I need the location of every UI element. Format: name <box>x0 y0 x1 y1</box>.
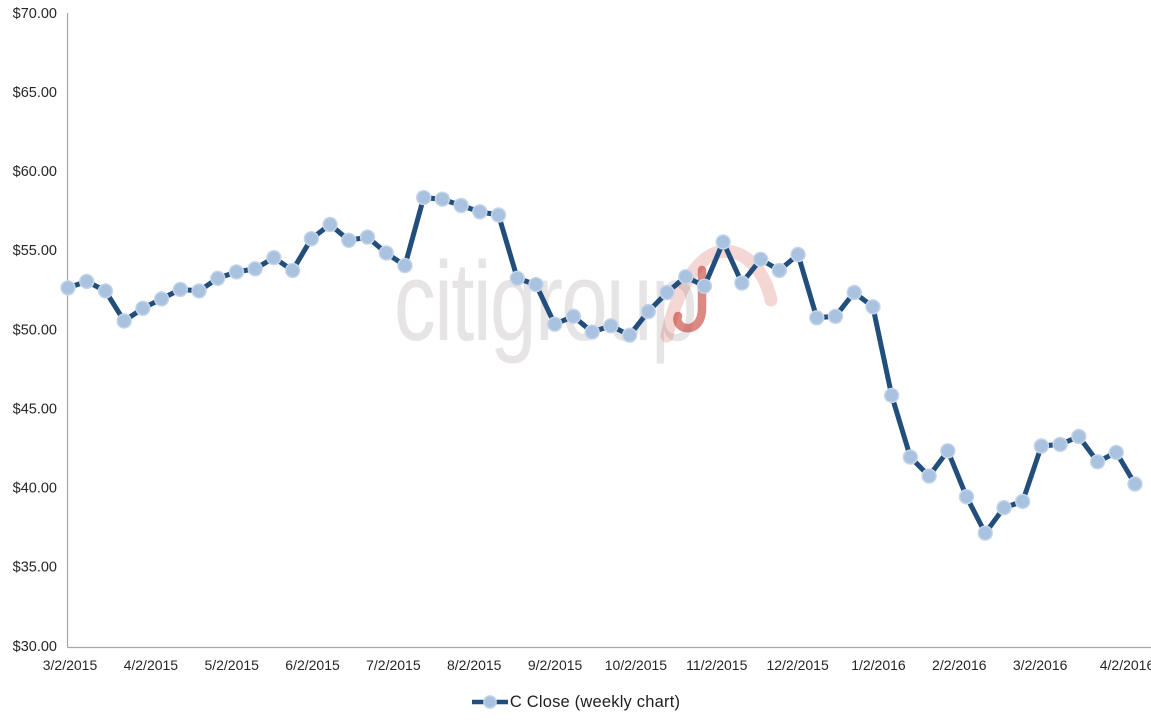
data-point-marker <box>60 280 76 296</box>
y-tick-label: $30.00 <box>13 639 57 655</box>
y-tick-label: $50.00 <box>13 322 57 338</box>
data-point-marker <box>509 270 525 286</box>
data-point-marker <box>827 308 844 324</box>
x-tick-label: 11/2/2015 <box>686 657 747 673</box>
data-point-marker <box>603 318 619 334</box>
data-point-marker <box>322 216 338 233</box>
x-tick-label: 7/2/2015 <box>366 657 421 673</box>
x-tick-label: 3/2/2015 <box>43 657 98 673</box>
data-point-marker <box>678 269 694 285</box>
data-point-marker <box>921 468 937 484</box>
y-tick-label: $60.00 <box>13 164 57 180</box>
data-point-marker <box>191 283 207 299</box>
data-point-marker <box>771 262 788 279</box>
y-tick-label: $40.00 <box>13 481 57 497</box>
y-tick-label: $70.00 <box>13 6 57 22</box>
data-point-marker <box>172 281 189 298</box>
data-point-marker <box>1127 476 1143 492</box>
data-point-marker <box>1108 444 1124 461</box>
data-point-marker <box>659 284 675 301</box>
data-point-marker <box>415 189 432 206</box>
data-point-marker <box>640 303 656 320</box>
data-point-marker <box>752 251 769 267</box>
data-point-marker <box>977 525 993 541</box>
data-point-marker <box>528 276 544 293</box>
data-point-marker <box>341 232 357 249</box>
data-point-marker <box>472 204 488 220</box>
x-tick-label: 9/2/2015 <box>528 657 583 673</box>
x-tick-label: 4/2/2015 <box>124 657 179 673</box>
data-point-marker <box>996 500 1012 516</box>
data-point-marker <box>584 324 600 340</box>
y-tick-label: $55.00 <box>13 243 57 259</box>
x-tick-label: 2/2/2016 <box>932 657 987 673</box>
x-tick-label: 1/2/2016 <box>851 657 906 673</box>
data-point-marker <box>97 283 114 299</box>
x-tick-label: 12/2/2015 <box>766 657 828 673</box>
x-tick-label: 10/2/2015 <box>605 657 667 673</box>
data-point-marker <box>135 300 151 316</box>
data-point-marker <box>809 310 825 326</box>
legend-line-marker-icon <box>471 695 508 709</box>
x-tick-label: 5/2/2015 <box>204 657 259 673</box>
data-point-marker <box>490 207 507 223</box>
x-tick-label: 6/2/2015 <box>285 657 340 673</box>
data-point-marker <box>790 246 806 263</box>
data-point-marker <box>1014 493 1031 510</box>
data-point-marker <box>902 449 919 465</box>
umbrella-handle <box>673 265 707 333</box>
data-point-marker <box>565 308 582 324</box>
data-point-marker <box>696 278 713 294</box>
data-point-marker <box>434 191 451 207</box>
data-point-marker <box>846 284 862 301</box>
data-point-marker <box>734 275 750 291</box>
data-point-marker <box>621 327 638 343</box>
legend: C Close (weekly chart) <box>0 687 1151 717</box>
data-point-marker <box>247 261 263 277</box>
data-point-marker <box>266 250 282 266</box>
x-tick-label: 4/2/2016 <box>1100 657 1151 673</box>
close-price-line <box>65 195 1138 536</box>
data-point-marker <box>1052 436 1068 453</box>
data-point-marker <box>303 230 320 247</box>
data-point-marker <box>79 273 95 290</box>
legend-label: C Close (weekly chart) <box>509 692 681 711</box>
data-point-marker <box>359 229 376 245</box>
data-point-marker <box>378 245 394 261</box>
data-point-marker <box>883 387 900 404</box>
data-point-marker <box>210 270 226 286</box>
data-point-marker <box>116 313 132 329</box>
data-point-marker <box>865 299 881 315</box>
x-tick-label: 3/2/2016 <box>1013 657 1068 673</box>
y-tick-label: $35.00 <box>13 560 57 576</box>
data-point-marker <box>284 262 301 279</box>
data-point-marker <box>228 264 245 280</box>
data-point-marker <box>1033 438 1050 454</box>
y-tick-label: $45.00 <box>13 401 57 417</box>
data-point-marker <box>715 234 731 250</box>
y-tick-label: $65.00 <box>13 85 57 101</box>
data-point-marker <box>547 316 563 332</box>
data-point-marker <box>453 197 469 214</box>
x-tick-label: 8/2/2015 <box>447 657 502 673</box>
data-point-marker <box>1071 428 1087 445</box>
data-point-marker <box>397 257 413 274</box>
data-point-marker <box>1089 454 1106 470</box>
data-point-marker <box>958 489 975 505</box>
data-point-marker <box>940 443 956 459</box>
data-point-marker <box>153 291 170 307</box>
